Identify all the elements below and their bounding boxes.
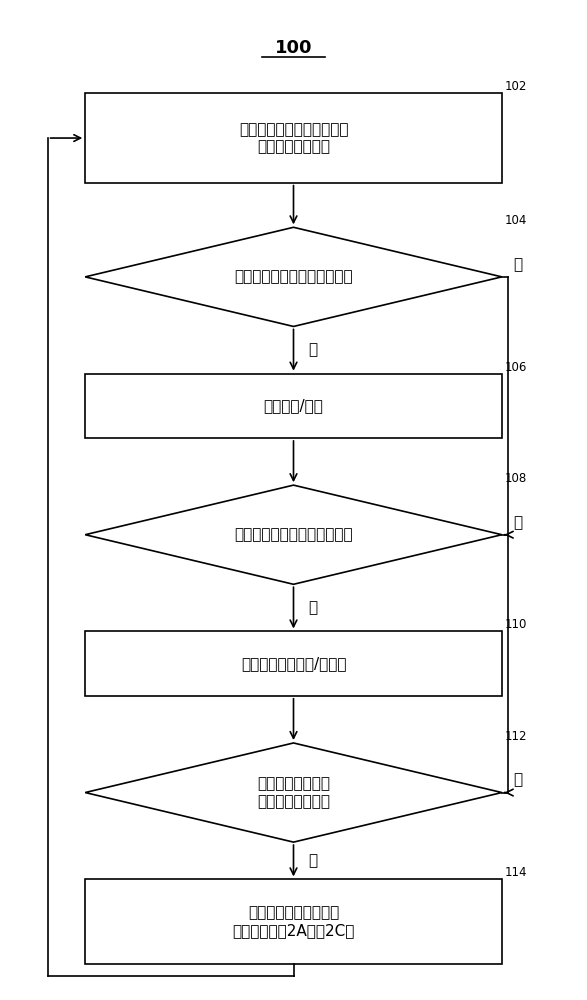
Text: 经由触摸屏检测到滑动输入？: 经由触摸屏检测到滑动输入？ (234, 527, 353, 542)
Bar (85, 93, 502, 183)
Text: 将视频内容呈现在用户界面
的视频呈现窗口中: 将视频内容呈现在用户界面 的视频呈现窗口中 (239, 122, 348, 154)
Text: 否: 否 (514, 257, 522, 272)
Text: 110: 110 (505, 618, 527, 631)
Text: 是: 是 (308, 600, 317, 615)
Polygon shape (85, 743, 502, 842)
Bar (85, 631, 502, 696)
Text: 102: 102 (505, 80, 527, 93)
Text: 114: 114 (505, 866, 527, 879)
Text: 经由触摸屏检测到
按压并保持输入？: 经由触摸屏检测到 按压并保持输入？ (257, 776, 330, 809)
Text: 是: 是 (308, 343, 317, 358)
Text: 112: 112 (505, 730, 527, 743)
Text: 108: 108 (505, 472, 527, 485)
Polygon shape (85, 227, 502, 326)
Text: 104: 104 (505, 214, 527, 227)
Text: 否: 否 (514, 773, 522, 788)
Text: 是: 是 (308, 853, 317, 868)
Text: 否: 否 (514, 515, 522, 530)
Text: 经由触摸屏检测到轻击输入？: 经由触摸屏检测到轻击输入？ (234, 269, 353, 284)
Text: 基于滑动方向向前/向后跳: 基于滑动方向向前/向后跳 (241, 656, 346, 671)
Bar (85, 879, 502, 964)
Text: 切换播放/暂停: 切换播放/暂停 (264, 398, 323, 413)
Bar (85, 374, 502, 438)
Polygon shape (85, 485, 502, 584)
Text: 100: 100 (275, 39, 312, 57)
Text: 在视频中执行导航功能
（例如，见图2A至图2C）: 在视频中执行导航功能 （例如，见图2A至图2C） (232, 905, 355, 938)
Text: 106: 106 (505, 361, 527, 374)
